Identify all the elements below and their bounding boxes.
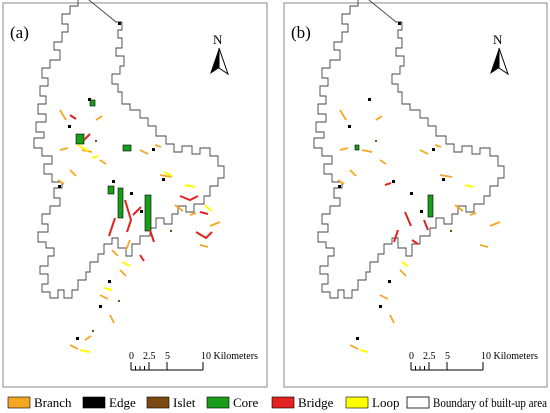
scale-bar-a: 0 2.5 5 10 Kilometers: [129, 351, 258, 371]
svg-text:Core: Core: [233, 395, 259, 410]
loop-patches: [359, 184, 474, 353]
svg-text:Branch: Branch: [34, 395, 72, 410]
svg-text:2.5: 2.5: [423, 351, 436, 362]
islet-patches: [92, 140, 172, 332]
svg-text:Bridge: Bridge: [298, 395, 334, 410]
svg-text:0: 0: [129, 351, 134, 362]
legend-swatch: [345, 396, 369, 409]
branch-patches: [57, 109, 221, 350]
legend: Branch Edge Islet Core Bridge Loop Bound…: [7, 395, 547, 410]
legend-item-core: Core: [206, 395, 259, 410]
scale-bar-b: 0 2.5 5 10 Kilometers: [409, 351, 538, 371]
legend-swatch: [146, 396, 170, 409]
legend-item-boundary: Boundary of built-up area: [406, 395, 547, 410]
legend-item-islet: Islet: [146, 395, 196, 410]
svg-text:10 Kilometers: 10 Kilometers: [481, 351, 538, 362]
svg-text:10 Kilometers: 10 Kilometers: [201, 351, 258, 362]
svg-text:Boundary of built-up area: Boundary of built-up area: [433, 395, 547, 410]
bridge-patches: [384, 182, 429, 245]
core-patches: [75, 99, 152, 232]
legend-swatch: [7, 396, 31, 409]
legend-item-bridge: Bridge: [271, 395, 334, 410]
branch-patches: [337, 109, 501, 350]
bridge-patches: [69, 114, 213, 262]
legend-item-loop: Loop: [345, 395, 399, 410]
svg-text:0: 0: [409, 351, 414, 362]
north-label: N: [213, 32, 223, 47]
panel-b: (b) N: [283, 0, 548, 388]
panel-a: (a) N: [2, 0, 268, 388]
panel-a-label: (a): [10, 23, 29, 42]
core-patches: [354, 144, 434, 218]
legend-swatch: [206, 396, 230, 409]
legend-swatch: [82, 396, 106, 409]
panel-a-frame: [2, 2, 268, 388]
legend-item-branch: Branch: [7, 395, 72, 410]
svg-text:2.5: 2.5: [143, 351, 156, 362]
svg-text:5: 5: [445, 351, 450, 362]
legend-swatch: [271, 396, 295, 409]
islet-patches: [375, 140, 452, 232]
edge-patches: [338, 22, 445, 340]
svg-text:Loop: Loop: [372, 395, 399, 410]
legend-item-edge: Edge: [82, 395, 136, 410]
panel-b-label: (b): [291, 23, 311, 42]
loop-patches: [77, 144, 212, 353]
north-label: N: [493, 32, 503, 47]
svg-text:Edge: Edge: [109, 395, 136, 410]
panel-b-frame: [283, 2, 548, 388]
legend-swatch: [406, 396, 430, 409]
svg-text:Islet: Islet: [173, 395, 196, 410]
svg-text:5: 5: [165, 351, 170, 362]
edge-patches: [58, 22, 165, 340]
